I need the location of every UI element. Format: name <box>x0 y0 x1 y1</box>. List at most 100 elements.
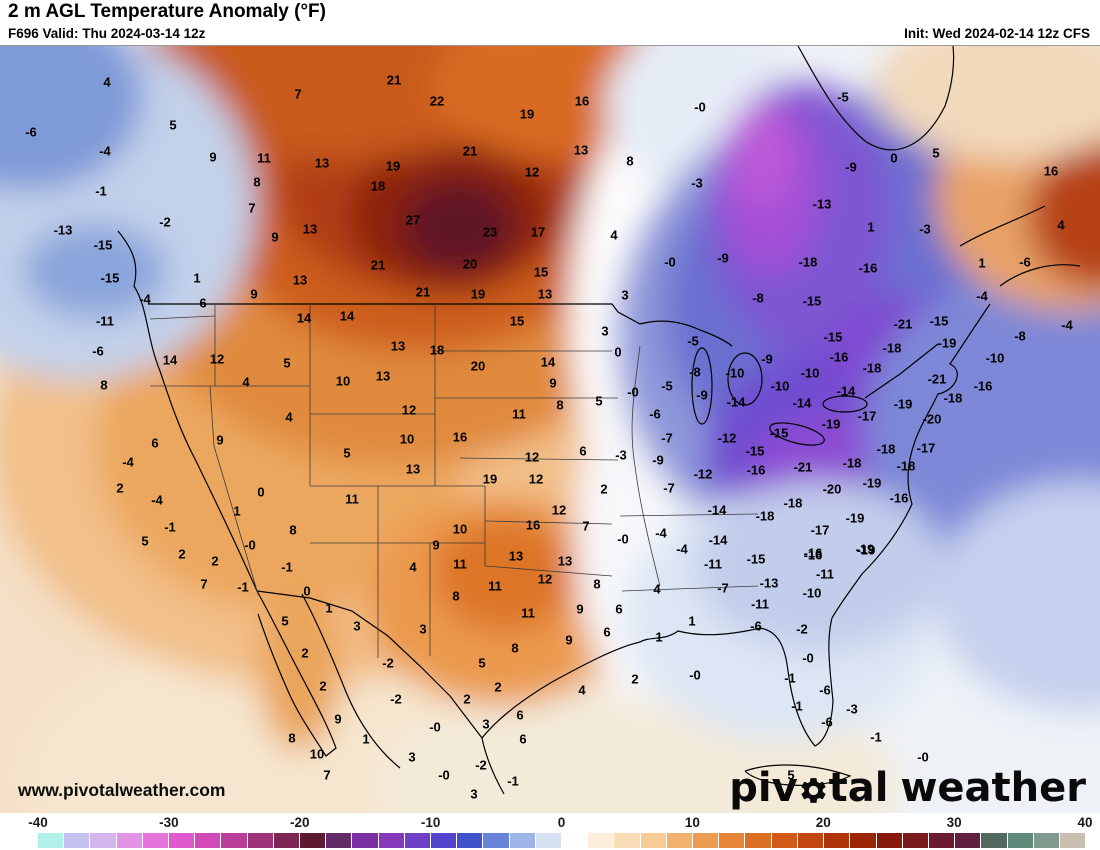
anomaly-label: 9 <box>549 375 557 391</box>
colorbar-segment <box>457 833 483 848</box>
anomaly-label: 4 <box>610 227 618 243</box>
anomaly-label: -16 <box>829 349 849 365</box>
anomaly-label: -2 <box>796 621 808 637</box>
anomaly-label: 18 <box>370 178 386 194</box>
colorbar-segment <box>693 833 719 848</box>
anomaly-label: -7 <box>663 480 675 496</box>
colorbar-tick: -20 <box>289 815 310 830</box>
anomaly-label: -6 <box>819 682 831 698</box>
colorbar-footer: -40 -30 -20 -10 0 10 20 30 40 <box>0 813 1100 850</box>
anomaly-label: -1 <box>237 579 249 595</box>
anomaly-label: 6 <box>519 731 527 747</box>
anomaly-label: -0 <box>438 767 450 783</box>
anomaly-label: -18 <box>943 390 963 406</box>
colorbar-segment <box>981 833 1007 848</box>
anomaly-label: -14 <box>792 395 812 411</box>
anomaly-label: -12 <box>693 466 713 482</box>
anomaly-label: -18 <box>862 360 882 376</box>
anomaly-label: -10 <box>802 585 822 601</box>
anomaly-label: 12 <box>528 471 544 487</box>
colorbar-segment <box>824 833 850 848</box>
anomaly-label: -8 <box>1014 328 1026 344</box>
colorbar-segment <box>352 833 378 848</box>
watermark-link[interactable]: www.pivotalweather.com <box>18 780 226 800</box>
anomaly-label: 20 <box>462 256 478 272</box>
colorbar-segment <box>326 833 352 848</box>
anomaly-label: 9 <box>216 432 224 448</box>
anomaly-label: 3 <box>621 287 629 303</box>
anomaly-label: 8 <box>289 522 297 538</box>
anomaly-label: 4 <box>653 581 661 597</box>
colorbar-segment <box>273 833 300 848</box>
map-borders <box>117 46 1081 795</box>
anomaly-label: -4 <box>99 143 111 159</box>
colorbar-segment <box>247 833 273 848</box>
colorbar-segment <box>1033 833 1059 848</box>
anomaly-label: -1 <box>870 729 882 745</box>
anomaly-label: -0 <box>627 384 639 400</box>
anomaly-label: 9 <box>576 601 584 617</box>
anomaly-label: -13 <box>812 196 832 212</box>
colorbar-segment <box>614 833 640 848</box>
anomaly-label: 8 <box>288 730 296 746</box>
anomaly-label: 6 <box>151 435 159 451</box>
anomaly-label: 9 <box>250 286 258 302</box>
anomaly-label: 5 <box>595 393 603 409</box>
anomaly-label: 0 <box>890 150 898 166</box>
anomaly-label: -0 <box>664 254 676 270</box>
anomaly-label: 5 <box>787 767 795 783</box>
anomaly-label: 9 <box>432 537 440 553</box>
anomaly-label: 8 <box>511 640 519 656</box>
colorbar-segment <box>378 833 404 848</box>
anomaly-label: -7 <box>717 580 729 596</box>
anomaly-label: -0 <box>689 667 701 683</box>
anomaly-label: -5 <box>661 378 673 394</box>
anomaly-label: -10 <box>985 350 1005 366</box>
colorbar-segment <box>1007 833 1033 848</box>
anomaly-label: -8 <box>689 364 701 380</box>
logo-text-weather: weather <box>900 765 1086 811</box>
anomaly-label: -3 <box>919 221 931 237</box>
anomaly-label: 5 <box>141 533 149 549</box>
anomaly-label: -4 <box>976 288 988 304</box>
anomaly-label: -6 <box>750 618 762 634</box>
anomaly-label: -4 <box>655 525 667 541</box>
colorbar-tick: 0 <box>557 815 566 830</box>
anomaly-label: -16 <box>803 545 823 561</box>
anomaly-label: 16 <box>574 93 590 109</box>
anomaly-label: -16 <box>858 260 878 276</box>
anomaly-label: 5 <box>932 145 940 161</box>
anomaly-label: 2 <box>116 480 124 496</box>
colorbar-segment <box>745 833 771 848</box>
anomaly-label: -1 <box>791 698 803 714</box>
anomaly-label: -20 <box>822 481 842 497</box>
anomaly-label: 2 <box>494 679 502 695</box>
colorbar-tick: 30 <box>946 815 962 830</box>
anomaly-label: -15 <box>100 270 120 286</box>
anomaly-label: 0 <box>614 344 622 360</box>
anomaly-label: 21 <box>370 257 386 273</box>
anomaly-label: -2 <box>475 757 487 773</box>
anomaly-label: 6 <box>516 707 524 723</box>
colorbar-tick: -30 <box>159 815 179 830</box>
logo-text-piv: piv <box>729 765 798 811</box>
anomaly-shading <box>0 46 1100 813</box>
map-header: 2 m AGL Temperature Anomaly (°F) F696 Va… <box>0 0 1100 45</box>
anomaly-label: 19 <box>482 471 498 487</box>
gear-icon <box>798 771 829 806</box>
pivotalweather-logo[interactable]: piv tal weather <box>729 765 1086 811</box>
anomaly-label: -3 <box>691 175 703 191</box>
anomaly-label: 5 <box>169 117 177 133</box>
colorbar-tick: 10 <box>684 815 700 830</box>
anomaly-label: -6 <box>821 714 833 730</box>
anomaly-label: 12 <box>401 402 417 418</box>
anomaly-label: -19 <box>855 541 875 557</box>
anomaly-label: -14 <box>708 532 728 548</box>
anomaly-label: -9 <box>761 351 773 367</box>
anomaly-label: 13 <box>557 553 573 569</box>
anomaly-label: 0 <box>303 583 311 599</box>
anomaly-label: 21 <box>386 72 402 88</box>
colorbar-ticks: -40 -30 -20 -10 0 10 20 30 40 <box>0 813 1100 832</box>
anomaly-label: 8 <box>626 153 634 169</box>
anomaly-label: 9 <box>209 149 217 165</box>
